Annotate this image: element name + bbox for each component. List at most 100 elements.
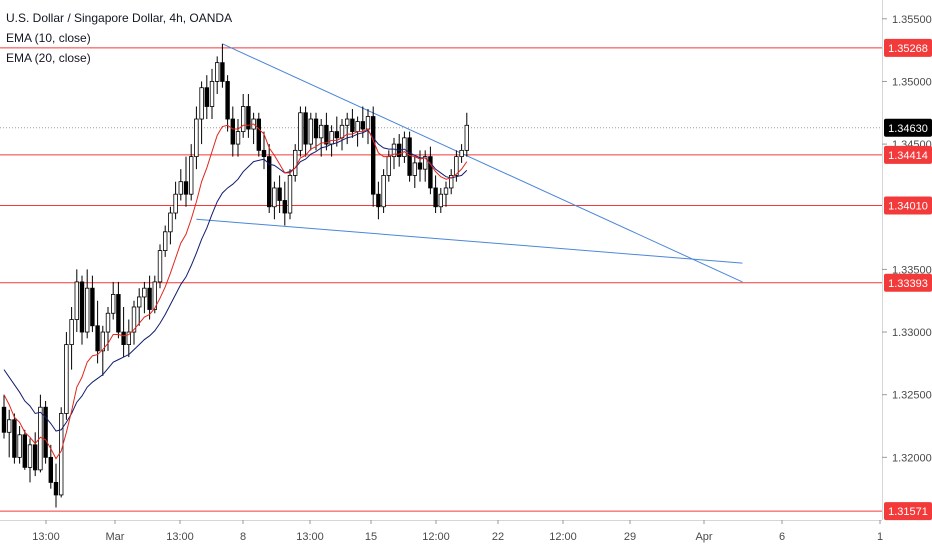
candle-down[interactable] bbox=[376, 193, 381, 208]
candle-up[interactable] bbox=[194, 118, 199, 158]
candle-up[interactable] bbox=[136, 296, 142, 308]
candle-up[interactable] bbox=[287, 175, 293, 214]
candle-up[interactable] bbox=[308, 118, 313, 145]
candle-up[interactable] bbox=[365, 116, 371, 130]
candle-up[interactable] bbox=[100, 331, 105, 352]
candle-down[interactable] bbox=[53, 482, 59, 496]
legend-ema20[interactable]: EMA (20, close) bbox=[6, 51, 91, 65]
time-tick-label: 1 bbox=[877, 531, 883, 543]
candle-down[interactable] bbox=[417, 162, 423, 170]
candle-down[interactable] bbox=[433, 187, 438, 208]
candle-down[interactable] bbox=[90, 287, 95, 327]
candle-up[interactable] bbox=[381, 175, 386, 208]
candle-down[interactable] bbox=[22, 434, 27, 468]
candle-up[interactable] bbox=[438, 193, 443, 208]
candle-up[interactable] bbox=[152, 281, 157, 310]
candle-up[interactable] bbox=[74, 281, 79, 320]
candle-up[interactable] bbox=[64, 344, 69, 414]
candle-down[interactable] bbox=[220, 62, 225, 82]
candle-down[interactable] bbox=[266, 156, 272, 208]
candle-up[interactable] bbox=[464, 124, 469, 151]
candle-up[interactable] bbox=[59, 413, 64, 496]
candle-down[interactable] bbox=[79, 281, 85, 333]
candle-down[interactable] bbox=[121, 331, 126, 345]
candle-up[interactable] bbox=[162, 231, 168, 252]
candle-up[interactable] bbox=[105, 312, 111, 333]
candle-up[interactable] bbox=[318, 124, 324, 139]
candle-up[interactable] bbox=[443, 187, 449, 195]
candle-down[interactable] bbox=[303, 112, 308, 145]
candle-down[interactable] bbox=[360, 121, 365, 130]
candle-down[interactable] bbox=[12, 419, 17, 458]
candle-up[interactable] bbox=[168, 212, 173, 233]
candle-up[interactable] bbox=[85, 287, 90, 333]
candle-up[interactable] bbox=[209, 81, 215, 107]
legend-symbol[interactable]: U.S. Dollar / Singapore Dollar, 4h, OAND… bbox=[6, 11, 233, 25]
candle-down[interactable] bbox=[334, 131, 339, 139]
candle-up[interactable] bbox=[199, 87, 204, 120]
ema20-line[interactable] bbox=[3, 129, 468, 432]
candle-up[interactable] bbox=[214, 62, 220, 82]
candle-down[interactable] bbox=[324, 124, 329, 145]
candle-up[interactable] bbox=[448, 175, 454, 189]
candle-up[interactable] bbox=[17, 434, 22, 458]
candle-up[interactable] bbox=[173, 193, 178, 214]
candle-down[interactable] bbox=[48, 456, 53, 483]
candle-up[interactable] bbox=[329, 131, 334, 145]
candle-down[interactable] bbox=[225, 81, 230, 120]
candle-up[interactable] bbox=[298, 112, 303, 151]
candle-up[interactable] bbox=[412, 162, 417, 176]
candle-down[interactable] bbox=[147, 287, 152, 310]
candle-down[interactable] bbox=[313, 118, 319, 139]
candle-up[interactable] bbox=[131, 306, 137, 333]
candle-up[interactable] bbox=[188, 156, 194, 195]
candle-up[interactable] bbox=[454, 156, 459, 176]
candle-up[interactable] bbox=[142, 287, 147, 298]
candle-up[interactable] bbox=[69, 319, 74, 345]
candle-down[interactable] bbox=[246, 106, 251, 130]
candle-down[interactable] bbox=[277, 187, 282, 201]
candle-down[interactable] bbox=[204, 87, 209, 107]
candle-up[interactable] bbox=[344, 118, 350, 126]
candle-up[interactable] bbox=[355, 121, 360, 132]
candle-up[interactable] bbox=[459, 149, 464, 158]
candle-up[interactable] bbox=[235, 131, 241, 145]
candle-up[interactable] bbox=[339, 124, 345, 139]
candle-down[interactable] bbox=[407, 137, 412, 176]
candle-up[interactable] bbox=[126, 331, 131, 345]
candle-up[interactable] bbox=[272, 187, 277, 208]
candle-down[interactable] bbox=[33, 444, 38, 471]
trendline[interactable] bbox=[222, 43, 743, 283]
candle-down[interactable] bbox=[1, 406, 7, 433]
legend-ema10[interactable]: EMA (10, close) bbox=[6, 31, 91, 45]
candle-down[interactable] bbox=[43, 406, 48, 458]
candle-up[interactable] bbox=[292, 149, 298, 176]
candle-down[interactable] bbox=[183, 181, 189, 195]
candle-down[interactable] bbox=[261, 149, 267, 158]
trendlines bbox=[196, 43, 743, 283]
level-price-label-bg bbox=[884, 38, 932, 57]
candle-down[interactable] bbox=[95, 325, 100, 352]
candle-down[interactable] bbox=[256, 118, 261, 151]
candle-up[interactable] bbox=[391, 143, 397, 158]
ema10-line[interactable] bbox=[3, 123, 468, 460]
candle-up[interactable] bbox=[386, 156, 391, 176]
candle-down[interactable] bbox=[428, 156, 433, 189]
candle-down[interactable] bbox=[282, 200, 287, 214]
price-tick-label: 1.35000 bbox=[892, 76, 932, 88]
candle-up[interactable] bbox=[27, 444, 33, 468]
candle-up[interactable] bbox=[7, 419, 12, 433]
candle-up[interactable] bbox=[240, 106, 246, 132]
time-tick-label: 13:00 bbox=[32, 531, 60, 543]
candle-down[interactable] bbox=[116, 294, 121, 333]
trendline[interactable] bbox=[196, 218, 743, 264]
candle-down[interactable] bbox=[350, 118, 355, 132]
candle-down[interactable] bbox=[370, 116, 376, 195]
candle-up[interactable] bbox=[422, 156, 428, 170]
candle-down[interactable] bbox=[230, 118, 235, 145]
candle-up[interactable] bbox=[402, 137, 407, 158]
candle-up[interactable] bbox=[157, 250, 163, 283]
candle-up[interactable] bbox=[111, 294, 116, 314]
candle-up[interactable] bbox=[178, 181, 183, 195]
